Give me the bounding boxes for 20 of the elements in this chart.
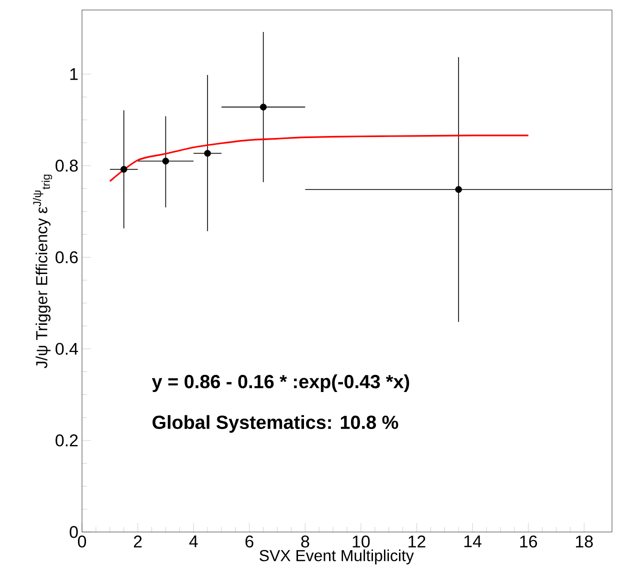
annotation: Global Systematics: 10.8 %	[152, 415, 398, 433]
y-tick-label: 0	[70, 526, 78, 538]
x-axis-title: SVX Event Multiplicity	[260, 550, 414, 564]
x-tick-label: 12	[408, 536, 426, 548]
x-tick-label: 4	[189, 536, 198, 548]
x-tick-label: 0	[78, 536, 86, 548]
y-tick-label: 0.4	[56, 342, 78, 355]
y-tick-label: 0.2	[56, 434, 78, 446]
x-tick-label: 6	[246, 536, 254, 548]
annotation: y = 0.86 - 0.16 * :exp(-0.43 *x)	[152, 374, 410, 392]
x-tick-label: 2	[134, 536, 142, 548]
y-tick-label: 0.8	[56, 160, 78, 172]
y-tick-label: 0.6	[56, 251, 78, 264]
x-tick-label: 18	[576, 536, 593, 548]
y-axis-title: J/ψ Trigger Efficiency ε$^{J/ψ}$trig	[32, 174, 52, 368]
x-tick-label: 10	[352, 536, 370, 548]
y-tick-label: 1	[70, 68, 78, 80]
x-tick-label: 16	[520, 536, 537, 548]
x-tick-label: 8	[301, 536, 310, 548]
x-tick-label: 14	[464, 536, 482, 548]
